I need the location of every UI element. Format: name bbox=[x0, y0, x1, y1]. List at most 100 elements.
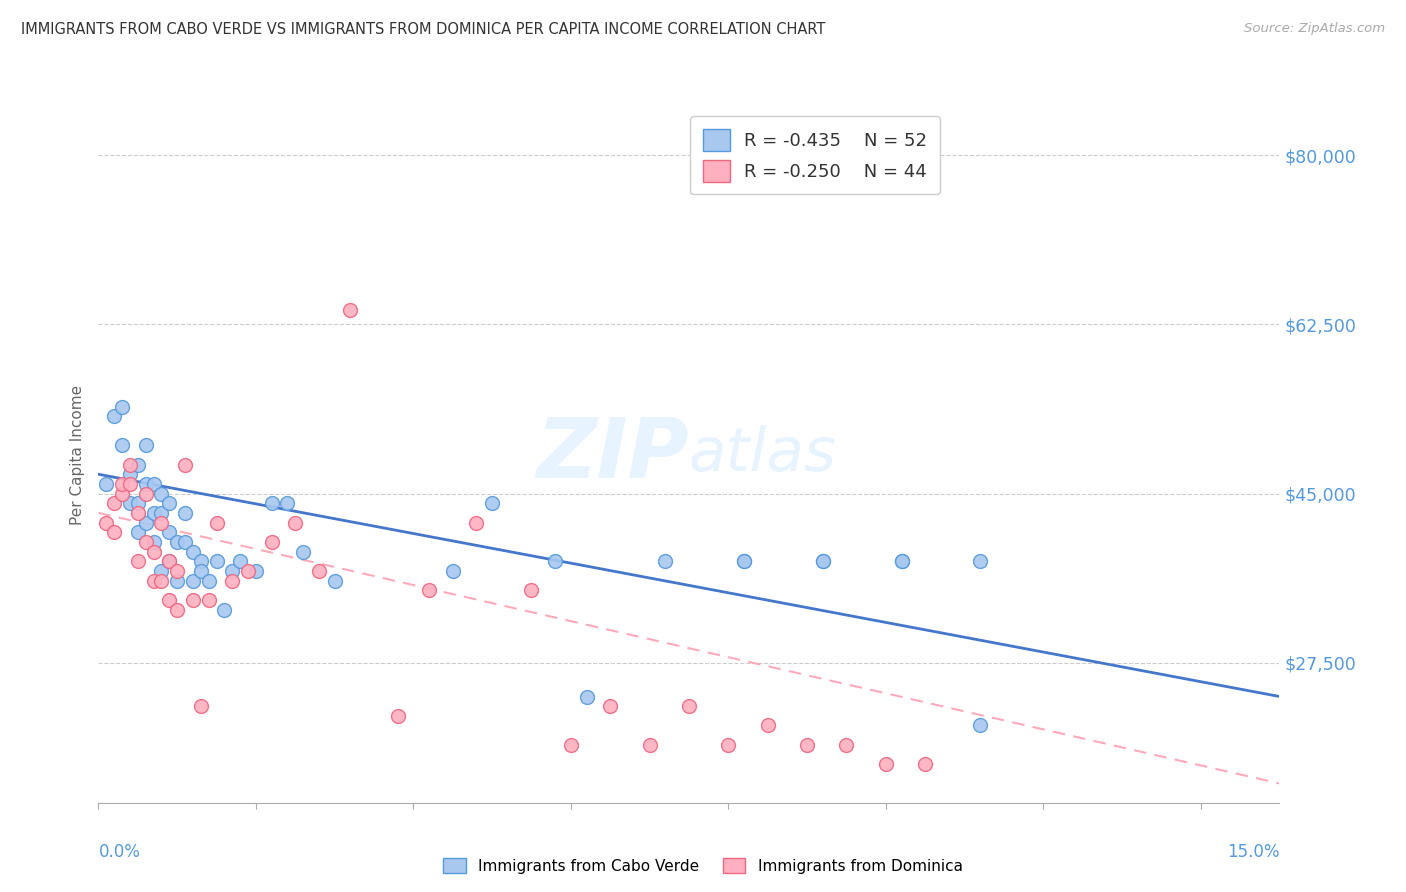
Point bbox=[157, 554, 180, 568]
Point bbox=[560, 738, 582, 752]
Point bbox=[118, 458, 141, 472]
Point bbox=[875, 757, 897, 772]
Point bbox=[150, 516, 173, 530]
Point bbox=[150, 486, 173, 500]
Point bbox=[733, 554, 755, 568]
Point bbox=[96, 516, 118, 530]
Point bbox=[127, 506, 149, 520]
Point bbox=[174, 458, 197, 472]
Point bbox=[135, 486, 157, 500]
Point bbox=[914, 757, 936, 772]
Point bbox=[103, 409, 125, 424]
Point bbox=[111, 400, 134, 414]
Point bbox=[157, 592, 180, 607]
Point bbox=[118, 476, 141, 491]
Point bbox=[678, 699, 700, 714]
Point bbox=[190, 699, 212, 714]
Text: atlas: atlas bbox=[689, 425, 837, 484]
Point bbox=[150, 574, 173, 588]
Point bbox=[197, 574, 219, 588]
Point bbox=[127, 496, 149, 510]
Point bbox=[638, 738, 661, 752]
Point bbox=[135, 476, 157, 491]
Point bbox=[284, 516, 307, 530]
Point bbox=[811, 554, 834, 568]
Point bbox=[544, 554, 567, 568]
Point bbox=[221, 574, 243, 588]
Point bbox=[111, 438, 134, 452]
Text: IMMIGRANTS FROM CABO VERDE VS IMMIGRANTS FROM DOMINICA PER CAPITA INCOME CORRELA: IMMIGRANTS FROM CABO VERDE VS IMMIGRANTS… bbox=[21, 22, 825, 37]
Point bbox=[142, 535, 165, 549]
Point bbox=[292, 544, 315, 558]
Point bbox=[181, 574, 204, 588]
Point bbox=[245, 564, 267, 578]
Point bbox=[323, 574, 346, 588]
Point bbox=[157, 525, 180, 540]
Point bbox=[103, 496, 125, 510]
Point bbox=[181, 544, 204, 558]
Point bbox=[190, 564, 212, 578]
Point bbox=[127, 554, 149, 568]
Point bbox=[205, 516, 228, 530]
Point bbox=[150, 506, 173, 520]
Point bbox=[150, 564, 173, 578]
Point bbox=[575, 690, 598, 704]
Legend: Immigrants from Cabo Verde, Immigrants from Dominica: Immigrants from Cabo Verde, Immigrants f… bbox=[437, 852, 969, 880]
Text: Source: ZipAtlas.com: Source: ZipAtlas.com bbox=[1244, 22, 1385, 36]
Point bbox=[142, 574, 165, 588]
Point bbox=[127, 458, 149, 472]
Point bbox=[174, 506, 197, 520]
Point bbox=[733, 554, 755, 568]
Point bbox=[890, 554, 912, 568]
Point bbox=[229, 554, 252, 568]
Point bbox=[387, 708, 409, 723]
Y-axis label: Per Capita Income: Per Capita Income bbox=[70, 384, 86, 525]
Point bbox=[520, 583, 543, 598]
Point bbox=[260, 496, 283, 510]
Point bbox=[135, 516, 157, 530]
Point bbox=[142, 506, 165, 520]
Point bbox=[308, 564, 330, 578]
Point bbox=[197, 592, 219, 607]
Point bbox=[276, 496, 298, 510]
Point bbox=[166, 564, 188, 578]
Point bbox=[127, 525, 149, 540]
Point bbox=[142, 476, 165, 491]
Point bbox=[190, 554, 212, 568]
Point bbox=[103, 525, 125, 540]
Point bbox=[811, 554, 834, 568]
Point bbox=[174, 535, 197, 549]
Text: 15.0%: 15.0% bbox=[1227, 843, 1279, 861]
Point bbox=[599, 699, 621, 714]
Point bbox=[339, 303, 361, 318]
Point bbox=[181, 592, 204, 607]
Point bbox=[205, 554, 228, 568]
Legend: R = -0.435    N = 52, R = -0.250    N = 44: R = -0.435 N = 52, R = -0.250 N = 44 bbox=[690, 116, 939, 194]
Point bbox=[166, 574, 188, 588]
Point bbox=[118, 467, 141, 482]
Point bbox=[717, 738, 740, 752]
Point bbox=[142, 544, 165, 558]
Point bbox=[441, 564, 464, 578]
Point bbox=[157, 554, 180, 568]
Text: 0.0%: 0.0% bbox=[98, 843, 141, 861]
Point bbox=[135, 535, 157, 549]
Point bbox=[111, 476, 134, 491]
Point bbox=[756, 718, 779, 732]
Point bbox=[481, 496, 503, 510]
Point bbox=[654, 554, 676, 568]
Point bbox=[796, 738, 818, 752]
Point bbox=[465, 516, 488, 530]
Point bbox=[96, 476, 118, 491]
Point bbox=[118, 496, 141, 510]
Point bbox=[890, 554, 912, 568]
Point bbox=[157, 496, 180, 510]
Point bbox=[214, 602, 236, 616]
Point bbox=[166, 535, 188, 549]
Point bbox=[111, 486, 134, 500]
Point bbox=[236, 564, 259, 578]
Point bbox=[221, 564, 243, 578]
Point bbox=[969, 718, 991, 732]
Point bbox=[260, 535, 283, 549]
Text: ZIP: ZIP bbox=[536, 415, 689, 495]
